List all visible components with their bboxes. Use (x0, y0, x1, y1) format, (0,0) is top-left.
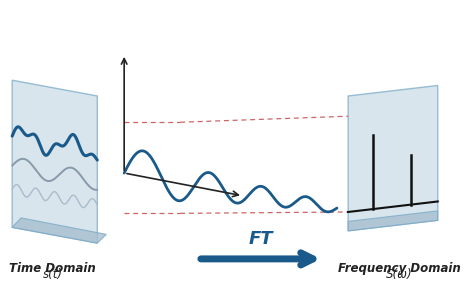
Text: FT: FT (248, 230, 273, 248)
Text: Time Domain: Time Domain (9, 262, 96, 275)
Polygon shape (348, 211, 438, 231)
Polygon shape (348, 85, 438, 231)
Polygon shape (12, 80, 97, 243)
Polygon shape (12, 218, 106, 243)
Text: Frequency Domain: Frequency Domain (338, 262, 461, 275)
Text: s(t): s(t) (43, 268, 62, 281)
Text: S(ω): S(ω) (386, 268, 413, 281)
